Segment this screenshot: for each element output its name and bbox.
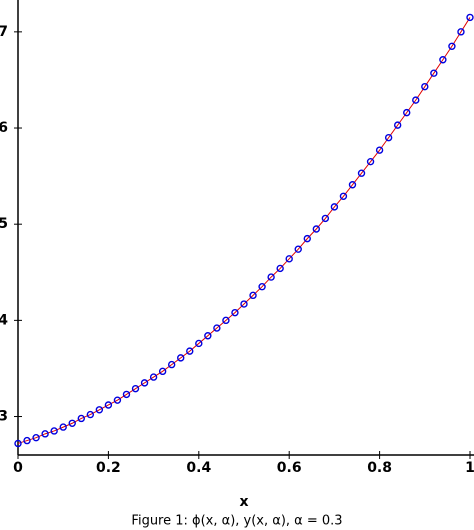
data-point xyxy=(448,42,456,50)
data-point xyxy=(222,316,230,325)
data-point xyxy=(421,82,429,91)
data-point xyxy=(86,410,95,419)
data-point xyxy=(204,332,212,340)
data-point xyxy=(195,339,203,348)
data-point xyxy=(186,347,194,355)
data-point xyxy=(95,406,104,414)
y-tick-label: 4 xyxy=(0,312,8,328)
data-point xyxy=(330,203,339,211)
data-point xyxy=(321,214,330,223)
data-point xyxy=(50,427,58,435)
data-point xyxy=(412,96,420,104)
data-point xyxy=(32,433,40,442)
data-point xyxy=(249,291,257,300)
data-point xyxy=(68,419,76,427)
data-point xyxy=(312,225,321,233)
data-point xyxy=(149,373,158,381)
data-point xyxy=(357,169,366,177)
data-point xyxy=(122,390,131,399)
x-tick-label: 0 xyxy=(13,460,23,476)
data-point xyxy=(231,308,239,317)
x-tick-label: 0.8 xyxy=(367,460,392,476)
data-point xyxy=(439,56,447,64)
data-point xyxy=(375,146,384,154)
data-point xyxy=(158,367,167,376)
data-point xyxy=(294,245,302,253)
data-point xyxy=(104,401,113,409)
y-tick-label: 6 xyxy=(0,120,8,136)
data-point xyxy=(177,354,185,362)
data-point xyxy=(140,379,149,387)
y-tick-label: 3 xyxy=(0,409,8,425)
data-point xyxy=(77,414,85,423)
data-point xyxy=(285,255,293,263)
y-tick-label: 5 xyxy=(0,216,8,232)
data-point xyxy=(59,423,67,431)
data-point xyxy=(430,69,438,77)
data-point xyxy=(14,439,22,448)
data-point xyxy=(240,300,248,308)
data-point xyxy=(348,181,357,189)
x-tick-label: 0.2 xyxy=(96,460,121,476)
data-line xyxy=(17,17,471,444)
x-axis-label: x xyxy=(239,494,248,510)
data-point xyxy=(41,430,49,438)
x-tick-label: 0.4 xyxy=(186,460,211,476)
data-point xyxy=(303,234,311,243)
data-point xyxy=(393,121,402,129)
caption: Figure 1: ϕ(x, α), y(x, α), α = 0.3 xyxy=(131,514,342,529)
x-tick-label: 0.6 xyxy=(277,460,302,476)
data-point xyxy=(403,108,411,117)
data-point xyxy=(167,360,176,369)
y-tick-label: 7 xyxy=(0,24,8,40)
data-point xyxy=(267,273,275,281)
data-point xyxy=(366,157,375,166)
data-point xyxy=(466,13,474,22)
data-point xyxy=(457,28,465,36)
data-point xyxy=(213,324,221,332)
data-point xyxy=(113,396,122,404)
data-point xyxy=(384,133,393,142)
x-tick-label: 1 xyxy=(465,460,474,476)
data-point xyxy=(339,192,348,201)
data-point xyxy=(23,436,31,445)
data-point xyxy=(276,264,284,273)
data-point xyxy=(131,384,140,393)
data-point xyxy=(258,283,266,291)
